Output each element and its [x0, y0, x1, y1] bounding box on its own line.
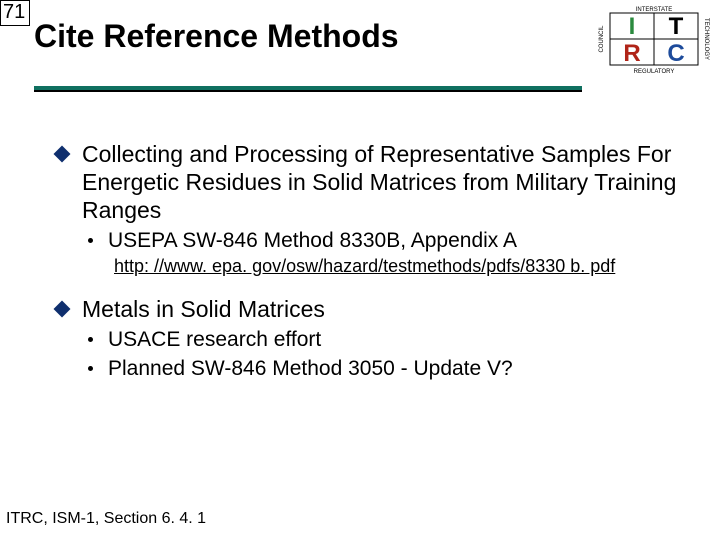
logo-letter-i: I: [629, 13, 636, 40]
slide-number: 71: [0, 0, 30, 26]
logo-letter-c: C: [667, 40, 684, 67]
bullet-item: Metals in Solid Matrices: [56, 295, 680, 323]
slide-title: Cite Reference Methods: [34, 18, 399, 55]
logo-right-label: TECHNOLOGY: [703, 18, 709, 60]
sub-bullet-text: USEPA SW-846 Method 8330B, Appendix A: [108, 229, 517, 252]
itrc-logo: INTERSTATE REGULATORY COUNCIL TECHNOLOGY…: [596, 4, 712, 74]
content-area: Collecting and Processing of Representat…: [56, 140, 680, 384]
sub-bullet-text: USACE research effort: [108, 328, 321, 351]
logo-letter-r: R: [623, 40, 640, 67]
logo-letter-t: T: [669, 13, 684, 40]
title-underline: [34, 86, 582, 92]
slide: 71 INTERSTATE REGULATORY COUNCIL TECHNOL…: [0, 0, 720, 540]
sub-bullet-text: Planned SW-846 Method 3050 - Update V?: [108, 357, 513, 380]
logo-bottom-label: REGULATORY: [634, 69, 675, 74]
reference-url: http: //www. epa. gov/osw/hazard/testmet…: [114, 256, 680, 277]
bullet-text: Collecting and Processing of Representat…: [82, 141, 676, 223]
sub-bullet-item: USEPA SW-846 Method 8330B, Appendix A: [86, 228, 680, 254]
sub-bullet-item: Planned SW-846 Method 3050 - Update V?: [86, 356, 680, 382]
footer-citation: ITRC, ISM-1, Section 6. 4. 1: [6, 510, 206, 528]
bullet-text: Metals in Solid Matrices: [82, 296, 325, 322]
logo-top-label: INTERSTATE: [636, 7, 672, 13]
bullet-item: Collecting and Processing of Representat…: [56, 140, 680, 224]
logo-left-label: COUNCIL: [599, 25, 605, 53]
slide-number-text: 71: [3, 1, 25, 23]
sub-bullet-item: USACE research effort: [86, 327, 680, 353]
